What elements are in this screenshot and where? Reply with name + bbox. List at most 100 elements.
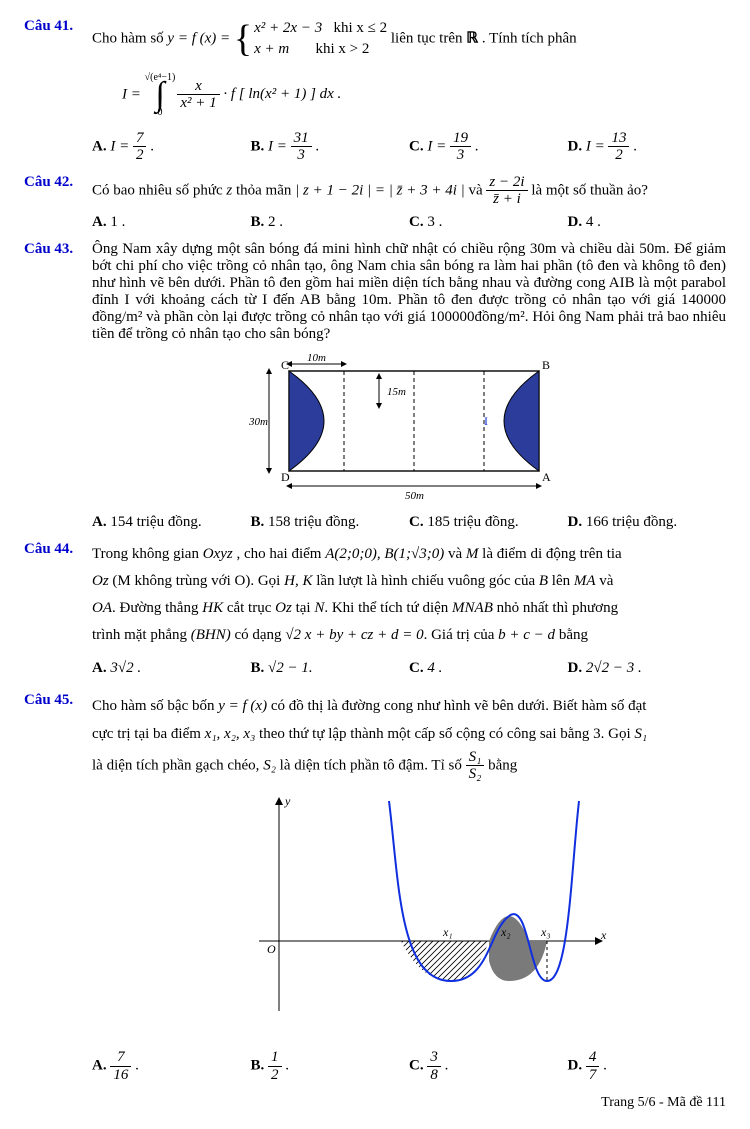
opt-label: C. <box>409 1058 424 1074</box>
opt-label: A. <box>92 660 107 676</box>
q43-diagram: 15m 10m 30m 50m C B D A I <box>92 351 726 506</box>
question-body: Có bao nhiêu số phức z thỏa mãn | z + 1 … <box>92 174 726 231</box>
option-C: C. 3 . <box>409 214 568 231</box>
den: 16 <box>110 1067 131 1084</box>
option-C: C. I = 193 . <box>409 130 568 164</box>
val: 4 . <box>586 214 601 230</box>
piece1-cond: khi x ≤ 2 <box>333 20 387 36</box>
BHN: (BHN) <box>191 627 231 643</box>
t: (M không trùng với O). Gọi <box>109 573 284 589</box>
t: theo thứ tự lập thành một cấp số cộng có… <box>255 726 593 742</box>
piece2-expr: x + m <box>254 41 289 57</box>
num: 19 <box>450 130 471 148</box>
val: √2 − 1. <box>268 660 313 676</box>
t: cực trị tại ba điểm <box>92 726 205 742</box>
den: z̄ + i <box>486 191 527 208</box>
Oz: Oz <box>92 573 109 589</box>
z: z <box>226 182 232 198</box>
opt-label: B. <box>251 214 265 230</box>
t: bằng <box>488 757 517 773</box>
option-D: D. 47 . <box>568 1049 727 1083</box>
page-footer: Trang 5/6 - Mã đề 111 <box>24 1095 726 1111</box>
option-D: D. 166 triệu đồng. <box>568 514 727 531</box>
opt-label: B. <box>251 514 265 530</box>
num: 4 <box>586 1049 600 1067</box>
expr: b + c − d <box>498 627 555 643</box>
q44-l2: Oz (M không trùng với O). Gọi H, K lần l… <box>92 568 726 595</box>
option-C: C. 185 triệu đồng. <box>409 514 568 531</box>
num: 13 <box>608 130 629 148</box>
integrand-tail: · f [ ln(x² + 1) ] dx . <box>223 86 341 103</box>
num: 3 <box>427 1049 441 1067</box>
opt-label: A. <box>92 1058 107 1074</box>
integral: √(e⁴−1) ∫ 0 x x² + 1 · f [ ln(x² + 1) ] … <box>145 72 342 118</box>
x2-label: x₂ <box>500 925 511 939</box>
inner-label: 15m <box>387 386 406 398</box>
den: 3 <box>450 147 471 164</box>
question-number: Câu 43. <box>24 241 92 531</box>
pre: I = <box>427 138 446 154</box>
den: 7 <box>586 1067 600 1084</box>
option-A: A. I = 72 . <box>92 130 251 164</box>
option-B: B. 2 . <box>251 214 410 231</box>
frac: z − 2i z̄ + i <box>486 174 527 208</box>
q41-options: A. I = 72 . B. I = 313 . C. I = 193 . D.… <box>92 130 726 164</box>
opt-label: D. <box>568 1058 583 1074</box>
question-body: Cho hàm số y = f (x) = { x² + 2x − 3 khi… <box>92 18 726 164</box>
question-number: Câu 41. <box>24 18 92 164</box>
three: 3 <box>593 726 601 742</box>
question-number: Câu 44. <box>24 541 92 682</box>
option-A: A. 716 . <box>92 1049 251 1083</box>
val: 158 triệu đồng. <box>268 514 359 530</box>
opt-label: A. <box>92 138 107 154</box>
t: Trong không gian <box>92 546 203 562</box>
t: và <box>596 573 614 589</box>
ratio: S₁ S₂ <box>466 749 485 783</box>
option-A: A. 1 . <box>92 214 251 231</box>
question-44: Câu 44. Trong không gian Oxyz , cho hai … <box>24 541 726 682</box>
C-label: C <box>281 358 289 372</box>
opt-label: D. <box>568 660 583 676</box>
option-B: B. 158 triệu đồng. <box>251 514 410 531</box>
top-label: 10m <box>307 352 326 364</box>
opt-label: B. <box>251 138 265 154</box>
field-diagram-svg: 15m 10m 30m 50m C B D A I <box>249 351 569 501</box>
val: 2√2 − 3 . <box>586 660 642 676</box>
height-label: 30m <box>249 416 268 428</box>
option-D: D. I = 132 . <box>568 130 727 164</box>
piece2-cond: khi x > 2 <box>316 41 370 57</box>
t: . Đường thẳng <box>112 600 202 616</box>
M: M <box>466 546 479 562</box>
text: là một số thuần ảo? <box>531 182 648 198</box>
integrand-frac: x x² + 1 <box>177 78 219 112</box>
opt-label: C. <box>409 660 424 676</box>
q43-para: Ông Nam xây dựng một sân bóng đá mini hì… <box>92 241 726 343</box>
piece1-expr: x² + 2x − 3 <box>254 20 322 36</box>
q45-options: A. 716 . B. 12 . C. 38 . D. 47 . <box>92 1049 726 1083</box>
option-D: D. 2√2 − 3 . <box>568 655 727 682</box>
num: x <box>177 78 219 96</box>
left-region <box>289 371 324 471</box>
option-B: B. 12 . <box>251 1049 410 1083</box>
t: tại <box>292 600 315 616</box>
val: 2 . <box>268 214 283 230</box>
int-lower: 0 <box>157 107 162 118</box>
pre: I = <box>586 138 605 154</box>
post: . <box>285 1058 289 1074</box>
option-C: C. 38 . <box>409 1049 568 1083</box>
text: Cho hàm số <box>92 30 167 46</box>
OA: OA <box>92 600 112 616</box>
val: 154 triệu đồng. <box>110 514 201 530</box>
N: N <box>314 600 324 616</box>
B: B <box>539 573 548 589</box>
q42-options: A. 1 . B. 2 . C. 3 . D. 4 . <box>92 214 726 231</box>
t: Cho hàm số bậc bốn <box>92 698 218 714</box>
O-label: O <box>267 942 276 956</box>
den: S₂ <box>466 766 485 783</box>
t: có đồ thị là đường cong như hình vẽ bên … <box>267 698 646 714</box>
integral-icon: √(e⁴−1) ∫ 0 <box>145 72 176 118</box>
t: cắt trục <box>223 600 275 616</box>
post: . <box>135 1058 139 1074</box>
piecewise-rows: x² + 2x − 3 khi x ≤ 2 x + m khi x > 2 <box>254 18 387 60</box>
opt-label: A. <box>92 214 107 230</box>
